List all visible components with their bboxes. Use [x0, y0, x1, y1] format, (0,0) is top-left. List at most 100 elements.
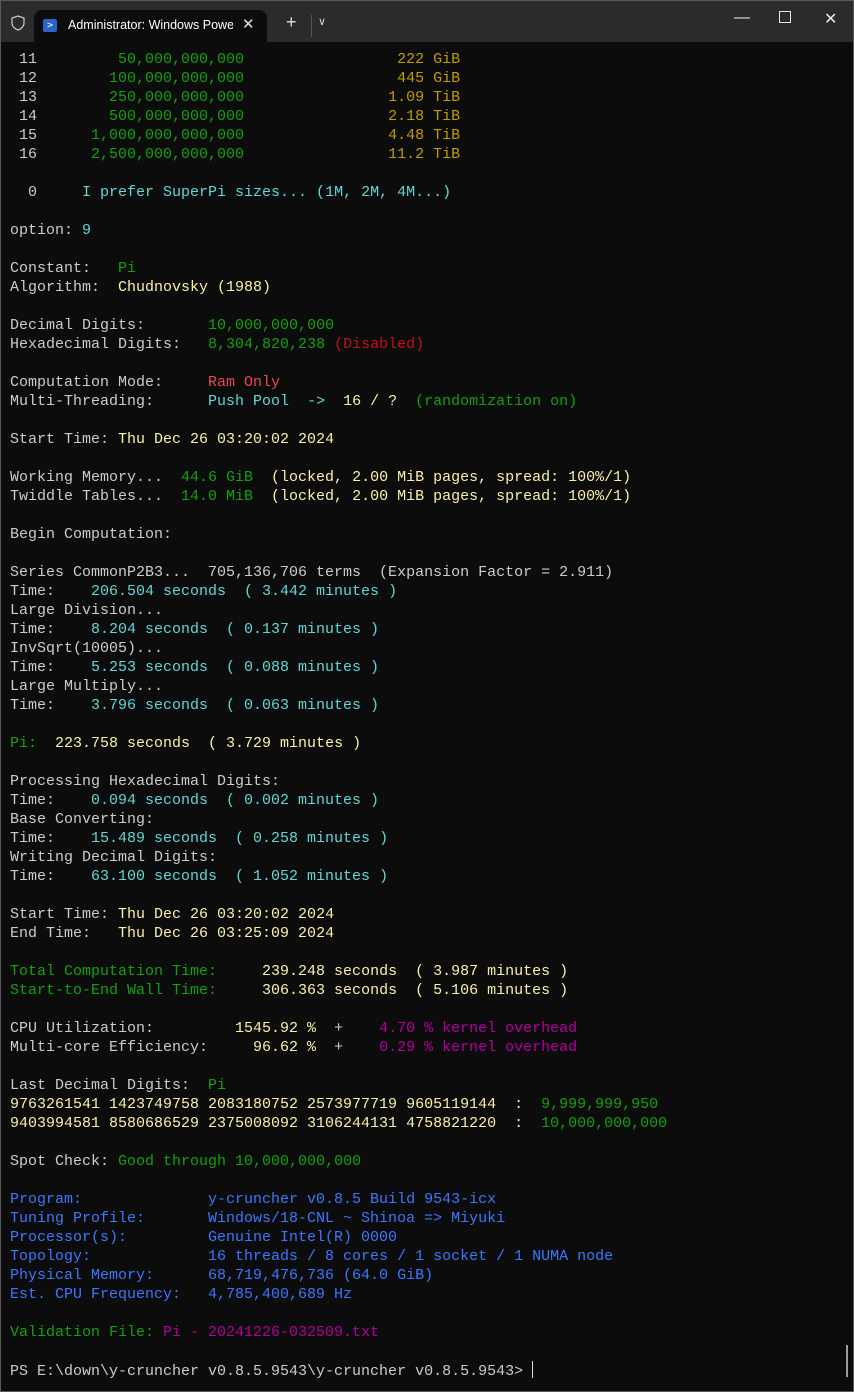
terminal-text: 10,000,000,000 [541, 1115, 668, 1132]
terminal-text: 9403994581 8580686529 2375008092 3106244… [10, 1115, 542, 1132]
terminal-text: 15 [10, 127, 38, 144]
chevron-down-icon[interactable]: ∨ [318, 16, 327, 28]
terminal-text: Hexadecimal Digits: [10, 336, 209, 353]
terminal-text: Program: y-cruncher v0.8.5 Build 9543-ic… [10, 1191, 497, 1208]
minimize-icon[interactable]: — [734, 9, 750, 26]
terminal-line: Twiddle Tables... 14.0 MiB (locked, 2.00… [10, 487, 853, 506]
terminal-text: (locked, 2.00 MiB pages, spread: 100%/1) [253, 469, 632, 486]
terminal-text: 15.489 seconds ( 0.258 minutes ) [91, 830, 389, 847]
terminal-line: Large Division... [10, 601, 853, 620]
terminal-text: Est. CPU Frequency: 4,785,400,689 Hz [10, 1286, 353, 1303]
terminal-text: Chudnovsky (1988) [118, 279, 272, 296]
terminal-line [10, 1342, 853, 1361]
terminal-text: 44.6 GiB [181, 469, 254, 486]
terminal-line: Large Multiply... [10, 677, 853, 696]
terminal-line: CPU Utilization: 1545.92 % + 4.70 % kern… [10, 1019, 853, 1038]
terminal-text: 0.094 seconds ( 0.002 minutes ) [91, 792, 380, 809]
terminal-text: 9763261541 1423749758 2083180752 2573977… [10, 1096, 542, 1113]
terminal-text: PS E:\down\y-cruncher v0.8.5.9543\y-crun… [10, 1363, 533, 1380]
terminal-line: Base Converting: [10, 810, 853, 829]
terminal-text: 11 [10, 51, 38, 68]
terminal-line: Physical Memory: 68,719,476,736 (64.0 Gi… [10, 1266, 853, 1285]
terminal-text: 96.62 % [253, 1039, 317, 1056]
terminal-line: Writing Decimal Digits: [10, 848, 853, 867]
terminal-text: 223.758 seconds ( 3.729 minutes ) [37, 735, 362, 752]
terminal-line: Time: 3.796 seconds ( 0.063 minutes ) [10, 696, 853, 715]
terminal-line: Tuning Profile: Windows/18-CNL ~ Shinoa … [10, 1209, 853, 1228]
terminal-line [10, 943, 853, 962]
terminal-text: Start Time: [10, 906, 119, 923]
terminal-text: 500,000,000,000 [37, 108, 245, 125]
terminal-line: Begin Computation: [10, 525, 853, 544]
terminal-text: InvSqrt(10005)... [10, 640, 164, 657]
terminal-text: + [316, 1039, 380, 1056]
terminal-line: Program: y-cruncher v0.8.5 Build 9543-ic… [10, 1190, 853, 1209]
terminal-text: Pi [118, 260, 137, 277]
terminal-text: 445 GiB [244, 70, 461, 87]
tab-close-icon[interactable]: ✕ [242, 16, 255, 33]
terminal-line: Start Time: Thu Dec 26 03:20:02 2024 [10, 430, 853, 449]
terminal-text: Time: [10, 659, 92, 676]
maximize-icon[interactable] [779, 11, 791, 23]
terminal-text: + [316, 1020, 380, 1037]
terminal-text: 2.18 TiB [244, 108, 461, 125]
close-icon[interactable]: ✕ [824, 11, 838, 28]
terminal-text: 16 / ? [343, 393, 398, 410]
terminal-text: Last Decimal Digits: [10, 1077, 209, 1094]
terminal-line: InvSqrt(10005)... [10, 639, 853, 658]
terminal-line [10, 449, 853, 468]
terminal-line: Total Computation Time: 239.248 seconds … [10, 962, 853, 981]
terminal-line [10, 1133, 853, 1152]
shield-icon [11, 15, 25, 31]
terminal-text: 3.796 seconds ( 0.063 minutes ) [91, 697, 380, 714]
terminal-line [10, 1000, 853, 1019]
terminal-line: 13 250,000,000,000 1.09 TiB [10, 88, 853, 107]
tab-powershell[interactable]: > Administrator: Windows PowerShell ✕ [34, 10, 267, 42]
new-tab-button[interactable]: + [286, 12, 297, 32]
terminal-text: Total Computation Time: [10, 963, 263, 980]
terminal-line: option: 9 [10, 221, 853, 240]
terminal-text: Validation File: [10, 1324, 164, 1341]
terminal-text: Processing Hexadecimal Digits: [10, 773, 281, 790]
terminal-text: 11.2 TiB [244, 146, 461, 163]
powershell-icon: > [43, 19, 57, 32]
terminal-output[interactable]: 11 50,000,000,000 222 GiB 12 100,000,000… [10, 50, 853, 1380]
terminal-text: Spot Check: [10, 1153, 119, 1170]
scrollbar[interactable] [846, 1345, 848, 1377]
terminal-line: Time: 15.489 seconds ( 0.258 minutes ) [10, 829, 853, 848]
title-bar: > Administrator: Windows PowerShell ✕ + … [1, 1, 853, 42]
terminal-text: 250,000,000,000 [37, 89, 245, 106]
terminal-line: 14 500,000,000,000 2.18 TiB [10, 107, 853, 126]
terminal-line: 15 1,000,000,000,000 4.48 TiB [10, 126, 853, 145]
terminal-text: Pi - 20241226-032509.txt [163, 1324, 380, 1341]
terminal-line: Decimal Digits: 10,000,000,000 [10, 316, 853, 335]
terminal-line: Time: 0.094 seconds ( 0.002 minutes ) [10, 791, 853, 810]
terminal-line [10, 354, 853, 373]
terminal-text: 13 [10, 89, 38, 106]
terminal-text: Time: [10, 792, 92, 809]
terminal-line: 12 100,000,000,000 445 GiB [10, 69, 853, 88]
terminal-line: Validation File: Pi - 20241226-032509.tx… [10, 1323, 853, 1342]
terminal-text: 14 [10, 108, 38, 125]
terminal-line [10, 1304, 853, 1323]
terminal-line: 16 2,500,000,000,000 11.2 TiB [10, 145, 853, 164]
terminal-text: Physical Memory: 68,719,476,736 (64.0 Gi… [10, 1267, 434, 1284]
terminal-line [10, 506, 853, 525]
terminal-text: 4.48 TiB [244, 127, 461, 144]
terminal-text: 14.0 MiB [181, 488, 254, 505]
terminal-text: CPU Utilization: [10, 1020, 236, 1037]
terminal-line [10, 1057, 853, 1076]
divider [311, 15, 312, 37]
terminal-text: 4.70 % kernel overhead [379, 1020, 578, 1037]
terminal-line: Start-to-End Wall Time: 306.363 seconds … [10, 981, 853, 1000]
terminal-text: 9,999,999,950 [541, 1096, 659, 1113]
terminal-text: Writing Decimal Digits: [10, 849, 218, 866]
terminal-line: Time: 63.100 seconds ( 1.052 minutes ) [10, 867, 853, 886]
terminal-text: I prefer SuperPi sizes... (1M, 2M, 4M...… [37, 184, 452, 201]
terminal-text: Tuning Profile: Windows/18-CNL ~ Shinoa … [10, 1210, 506, 1227]
terminal-line: Multi-Threading: Push Pool -> 16 / ? (ra… [10, 392, 853, 411]
terminal-text: Twiddle Tables... [10, 488, 182, 505]
terminal-text: 50,000,000,000 [37, 51, 245, 68]
terminal-text: Begin Computation: [10, 526, 173, 543]
terminal-text: Multi-Threading: [10, 393, 209, 410]
